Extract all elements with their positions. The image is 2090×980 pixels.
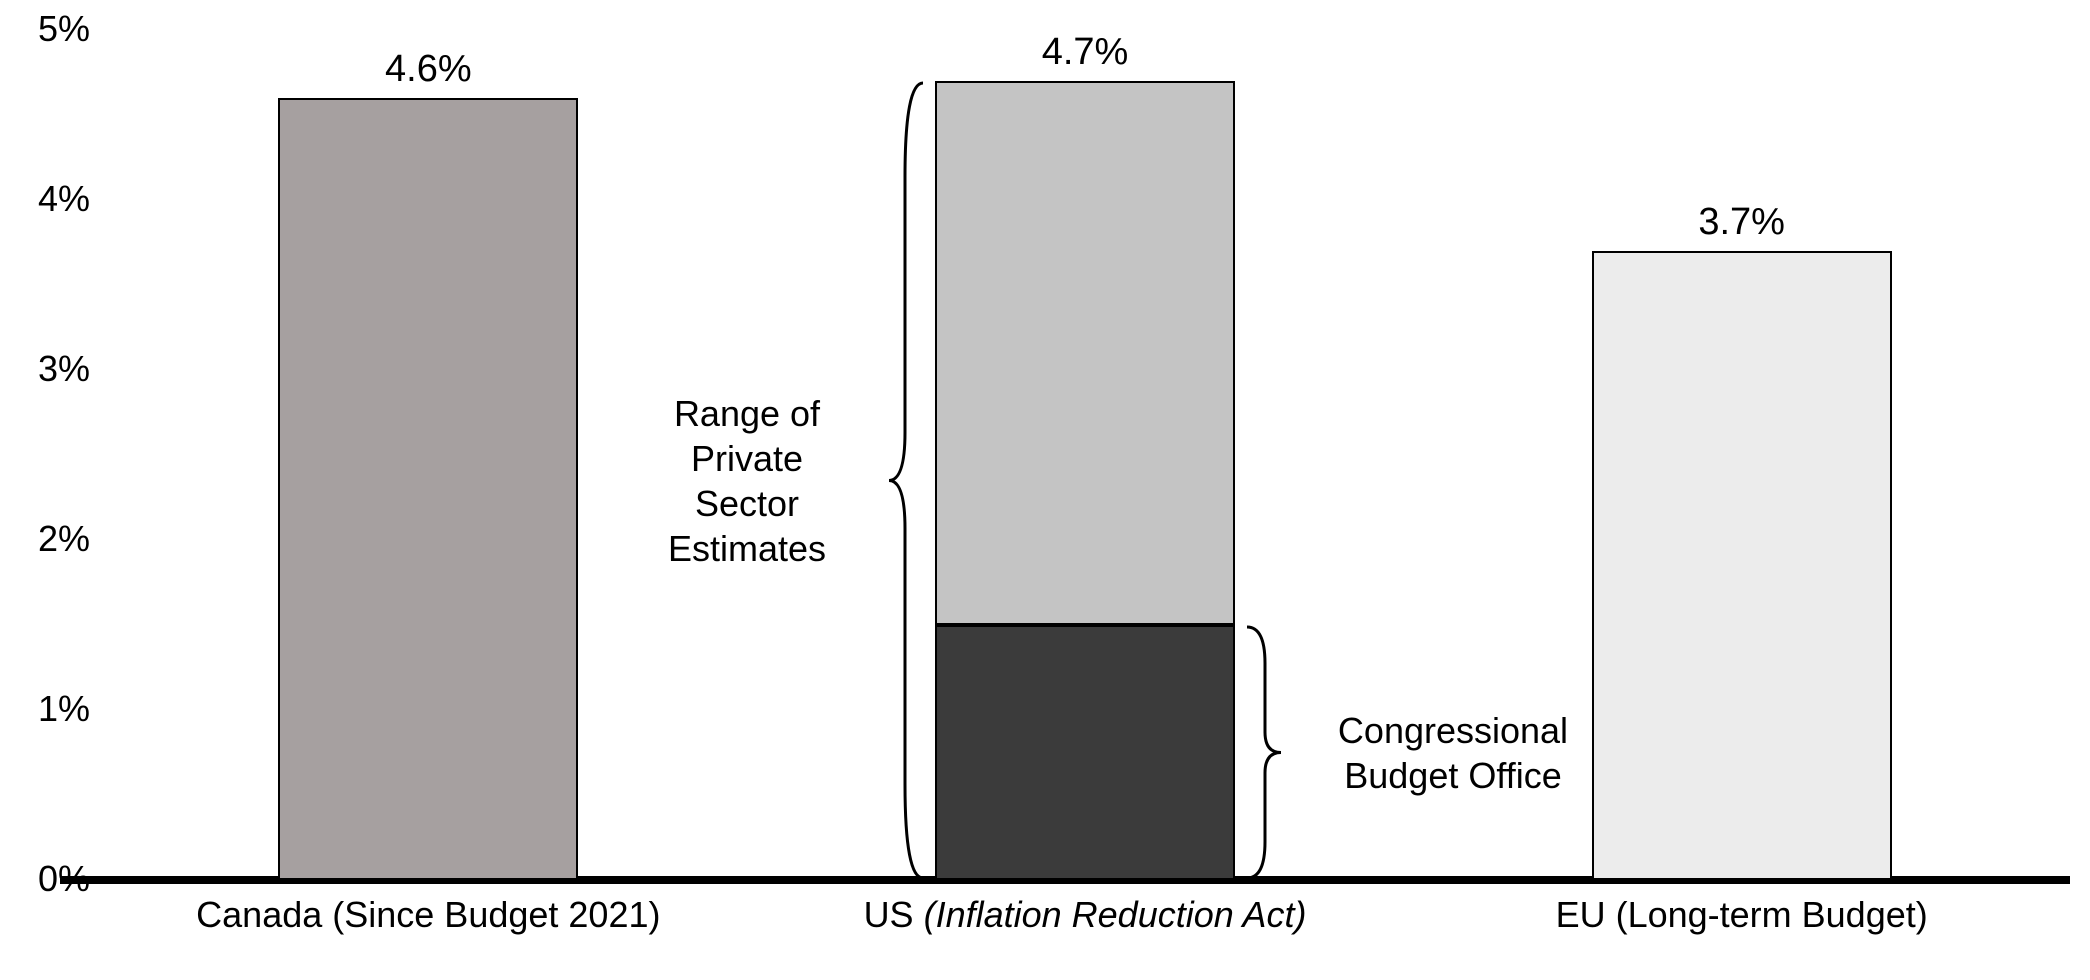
chart-container: 0%1%2%3%4%5%4.6%Canada (Since Budget 202… xyxy=(0,0,2090,980)
annotation-private-sector: Range ofPrivateSectorEstimates xyxy=(617,391,877,571)
y-tick-label: 1% xyxy=(10,688,90,730)
annotation-cbo: CongressionalBudget Office xyxy=(1293,708,1613,798)
y-tick-label: 5% xyxy=(10,8,90,50)
y-tick-label: 4% xyxy=(10,178,90,220)
brace-right-icon xyxy=(1243,625,1283,880)
x-label-canada: Canada (Since Budget 2021) xyxy=(78,894,778,936)
bar-eu-value: 3.7% xyxy=(1642,201,1842,244)
bar-canada-value: 4.6% xyxy=(328,48,528,91)
bar-eu xyxy=(1592,251,1892,880)
bar-us-upper xyxy=(935,81,1235,625)
x-label-eu: EU (Long-term Budget) xyxy=(1392,894,2090,936)
bar-us-lower xyxy=(935,625,1235,880)
y-tick-label: 3% xyxy=(10,348,90,390)
x-label-us: US (Inflation Reduction Act) xyxy=(685,894,1485,936)
brace-left-icon xyxy=(887,81,927,880)
bar-us-value: 4.7% xyxy=(985,31,1185,74)
y-tick-label: 2% xyxy=(10,518,90,560)
bar-canada xyxy=(278,98,578,880)
